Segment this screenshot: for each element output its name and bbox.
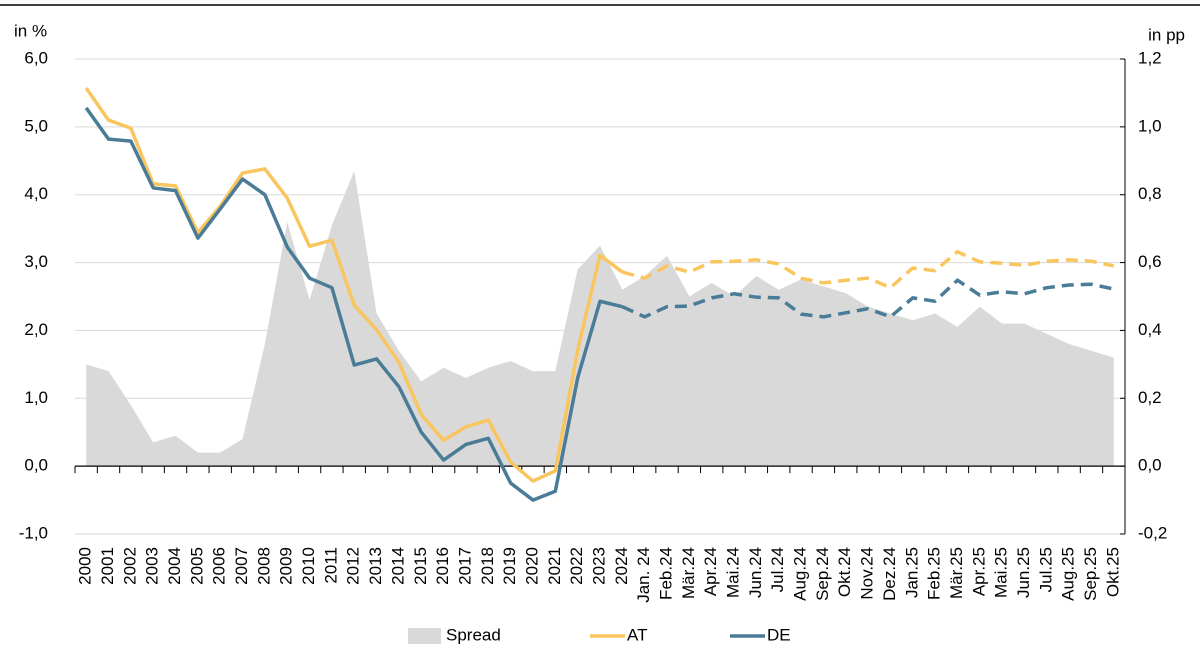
x-tick-label: 2005 (187, 547, 206, 585)
x-tick-label: 2020 (522, 547, 541, 585)
x-tick-label: Mär.25 (947, 547, 966, 599)
x-tick-label: Jul.24 (768, 547, 787, 592)
line-dashed (621, 278, 1115, 319)
y2-tick-label: 1,2 (1138, 48, 1162, 67)
y-tick-label: 3,0 (24, 252, 48, 271)
x-tick-label: 2015 (411, 547, 430, 585)
x-tick-label: Apr.24 (701, 547, 720, 596)
x-tick-label: 2007 (232, 547, 251, 585)
x-tick-label: 2006 (210, 547, 229, 585)
x-tick-label: Jul.25 (1036, 547, 1055, 592)
y-tick-label: 1,0 (24, 388, 48, 407)
line-solid (84, 106, 623, 502)
x-tick-label: 2017 (455, 547, 474, 585)
y-tick-label: 5,0 (24, 116, 48, 135)
x-tick-label: 2004 (165, 547, 184, 585)
x-tick-label: 2010 (299, 547, 318, 585)
x-tick-label: 2011 (321, 547, 340, 584)
x-tick-label: 2022 (567, 547, 586, 585)
x-tick-label: Jun.24 (746, 547, 765, 598)
y-tick-label: -1,0 (19, 523, 48, 542)
y-axis-title: in % (14, 21, 47, 40)
x-tick-label: Nov.24 (858, 547, 877, 600)
x-tick-label: Sep.25 (1081, 547, 1100, 601)
x-tick-label: 2001 (98, 547, 117, 585)
x-tick-label: Aug.25 (1059, 547, 1078, 601)
x-tick-label: Mär.24 (679, 547, 698, 599)
x-tick-label: 2016 (433, 547, 452, 585)
x-tick-label: Dez.24 (880, 547, 899, 601)
x-tick-label: 2000 (76, 547, 95, 585)
x-tick-label: 2003 (143, 547, 162, 585)
legend-label: DE (767, 625, 791, 644)
x-tick-label: Feb.24 (657, 547, 676, 600)
y2-tick-label: 0,0 (1138, 456, 1162, 475)
y2-tick-label: 0,6 (1138, 252, 1162, 271)
x-tick-label: 2018 (478, 547, 497, 585)
y2-tick-label: 0,2 (1138, 388, 1162, 407)
x-tick-label: Mai.24 (724, 547, 743, 598)
x-tick-label: Apr.25 (969, 547, 988, 596)
y2-tick-label: 0,8 (1138, 184, 1162, 203)
spread-area (86, 170, 1114, 467)
x-tick-label: Sep.24 (813, 547, 832, 601)
legend-label: Spread (446, 625, 501, 644)
x-tick-label: 2019 (500, 547, 519, 585)
x-tick-label: 2008 (254, 547, 273, 585)
x-tick-label: 2013 (366, 547, 385, 585)
x-tick-label: 2014 (388, 547, 407, 585)
line-dashed (621, 249, 1115, 290)
x-tick-label: Jun.25 (1014, 547, 1033, 598)
y2-tick-label: 1,0 (1138, 116, 1162, 135)
x-tick-label: Aug.24 (791, 547, 810, 601)
y-tick-label: 6,0 (24, 48, 48, 67)
x-tick-label: 2009 (277, 547, 296, 585)
y-tick-label: 0,0 (24, 456, 48, 475)
x-tick-label: 2021 (545, 547, 564, 585)
legend-swatch (408, 628, 441, 644)
y-tick-label: 2,0 (24, 320, 48, 339)
legend-label: AT (627, 625, 647, 644)
y-tick-label: 4,0 (24, 184, 48, 203)
y2-tick-label: 0,4 (1138, 320, 1162, 339)
x-tick-label: Feb.25 (925, 547, 944, 600)
x-tick-label: 2024 (612, 547, 631, 585)
x-tick-label: 2012 (344, 547, 363, 585)
y2-tick-label: -0,2 (1138, 523, 1167, 542)
line-solid (84, 87, 624, 483)
x-tick-label: 2023 (589, 547, 608, 585)
x-tick-label: Mai.25 (992, 547, 1011, 598)
x-tick-label: Jan.25 (902, 547, 921, 598)
y2-axis-title: in pp (1148, 25, 1185, 44)
x-tick-label: 2002 (120, 547, 139, 585)
x-tick-label: Jan. 24 (634, 547, 653, 603)
x-tick-label: Okt.25 (1103, 547, 1122, 597)
x-tick-label: Okt.24 (835, 547, 854, 597)
